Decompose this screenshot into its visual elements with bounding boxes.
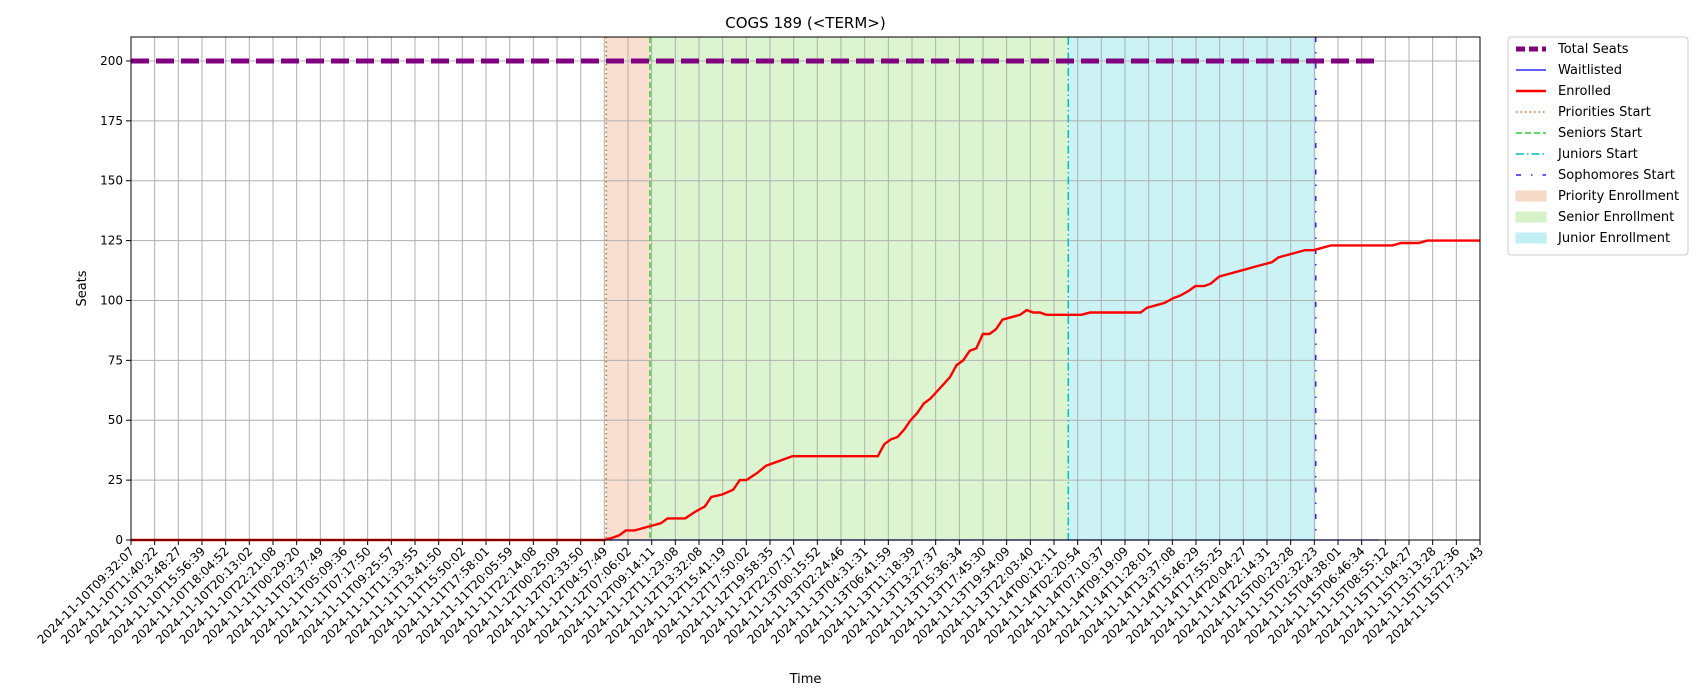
legend-entry: Waitlisted [1558,63,1622,78]
y-axis-label: Seats [75,270,90,306]
phase-span-1 [650,37,1069,540]
y-tick-label: 125 [100,234,123,248]
legend-entry: Seniors Start [1558,126,1642,141]
legend-entry: Enrolled [1558,84,1611,99]
legend-entry: Priorities Start [1558,105,1651,120]
legend: Total Seats Waitlisted Enrolled Priorities … [1507,36,1689,256]
y-tick-label: 175 [100,114,123,128]
legend-swatch [1515,232,1547,244]
legend-entry: Senior Enrollment [1558,210,1674,225]
y-tick-label: 75 [108,353,123,367]
series-enrolled [131,239,1480,542]
legend-entry: Juniors Start [1557,147,1638,162]
y-tick-label: 0 [115,533,123,547]
y-tick-label: 100 [100,293,123,307]
legend-entry: Junior Enrollment [1557,231,1670,246]
y-tick-label: 50 [108,413,123,427]
legend-entry: Total Seats [1557,42,1629,57]
legend-swatch [1515,190,1547,202]
chart-title: COGS 189 (<TERM>) [725,14,885,32]
x-axis-label: Time [789,672,822,687]
y-tick-label: 200 [100,54,123,68]
legend-swatch [1515,211,1547,223]
y-tick-label: 25 [108,473,123,487]
phase-lines [605,37,1317,540]
legend-entry: Sophomores Start [1558,168,1675,183]
y-tick-label: 150 [100,174,123,188]
legend-entry: Priority Enrollment [1558,189,1679,204]
legend-box [1507,36,1689,256]
phase-spans [606,37,1316,540]
plot-frame [130,36,1481,541]
